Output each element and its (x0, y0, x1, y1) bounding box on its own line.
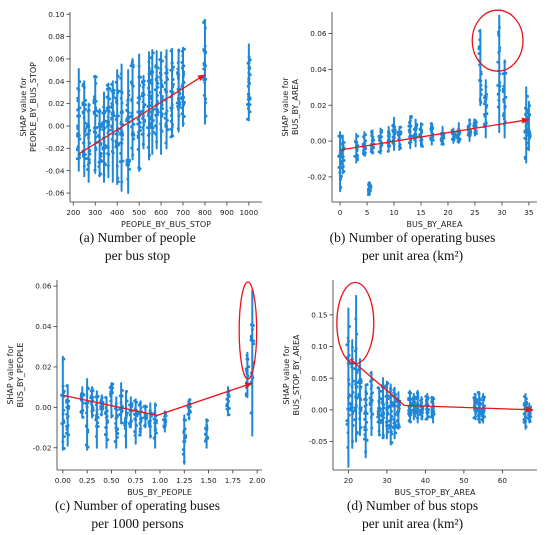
panel-c: 0.00 0.25 0.50 0.75 1.00 1.25 1.50 1.75 2.00 -0.0… (0, 268, 275, 498)
chart-c-ytick-label: -0.02 (33, 443, 52, 452)
chart-b-xtick-label: 35 (524, 208, 533, 217)
caption-c: (c) Number of operating buses per 1000 p… (0, 497, 275, 533)
chart-b-ylabel: SHAP value forBUS_BY_AREA (281, 77, 300, 137)
chart-a-ytick-label: 0.06 (48, 55, 65, 64)
chart-c-trend-arrowhead (244, 382, 253, 389)
chart-a-ytick-label: 0.04 (48, 77, 65, 86)
chart-d-xtick-label: 40 (421, 476, 431, 485)
chart-d-svg: 20 30 40 50 60 -0.05 0.00 0.05 0.10 0.15 BUS_STOP_… (282, 280, 537, 497)
chart-b-ytick-label: 0.00 (310, 137, 327, 146)
chart-c-xtick-label: 0.50 (103, 476, 120, 485)
chart-b-xtick-label: 20 (443, 208, 453, 217)
chart-b-ytick-label: -0.02 (308, 173, 327, 182)
caption-d: (d) Number of bus stops per unit area (k… (275, 497, 550, 533)
chart-c-xtick-label: 1.25 (176, 476, 192, 485)
chart-a-ytick-label: 0.10 (48, 10, 65, 19)
chart-b-xtick-label: 30 (497, 208, 507, 217)
chart-a-ytick-label: -0.06 (46, 189, 65, 198)
chart-d-xtick-label: 20 (344, 476, 354, 485)
chart-a-xtick-label: 600 (154, 208, 168, 217)
caption-d-line2: per unit area (km²) (361, 516, 464, 531)
chart-c-ytick-label: 0.02 (35, 363, 51, 372)
chart-c-xtick-label: 1.00 (152, 476, 169, 485)
chart-c-xtick-label: 2.00 (249, 476, 266, 485)
chart-d-ytick-label: -0.05 (309, 437, 328, 446)
chart-a-xtick-label: 200 (66, 208, 80, 217)
chart-c-ytick-label: 0.04 (35, 322, 52, 331)
chart-d-xtick-label: 50 (459, 476, 469, 485)
chart-b-xtick-label: 15 (416, 208, 425, 217)
chart-a-ytick-label: 0.00 (48, 122, 65, 131)
chart-a-trend-arrowhead (197, 74, 205, 81)
caption-b-line1: (b) Number of operating buses (329, 230, 496, 245)
chart-c-svg: 0.00 0.25 0.50 0.75 1.00 1.25 1.50 1.75 2.00 -0.0… (6, 280, 266, 497)
chart-c-points (60, 289, 256, 465)
chart-a-ytick-label: 0.08 (48, 32, 65, 41)
chart-a-xtick-label: 800 (198, 208, 212, 217)
chart-d-ylabel: SHAP value forBUS_STOP_BY_AREA (282, 334, 301, 416)
chart-a-xtick-label: 700 (176, 208, 190, 217)
chart-a-ylabel: SHAP value forPEOPLE_BY_BUS_STOP (19, 62, 38, 152)
caption-a-line2: per bus stop (104, 248, 171, 263)
chart-a-trend-line (78, 74, 206, 155)
chart-d-ytick-label: 0.05 (311, 374, 327, 383)
chart-d-ytick-label: 0.10 (311, 342, 328, 351)
chart-d-xlabel: BUS_STOP_BY_AREA (394, 488, 476, 497)
chart-b-xtick-label: 5 (365, 208, 370, 217)
chart-b-ytick-label: 0.06 (310, 29, 327, 38)
chart-a-xtick-label: 300 (88, 208, 102, 217)
chart-c-trend-line (62, 382, 253, 417)
chart-a-xtick-label: 500 (132, 208, 146, 217)
chart-b-xtick-label: 0 (338, 208, 343, 217)
chart-a-ytick-label: -0.02 (46, 144, 65, 153)
chart-b-trend-line (339, 118, 530, 151)
chart-c-highlight-ellipse (238, 281, 258, 380)
chart-c-ytick-label: 0.06 (35, 282, 52, 291)
chart-d-xtick-label: 60 (498, 476, 508, 485)
chart-c-xtick-label: 0.75 (128, 476, 144, 485)
caption-a-line1: (a) Number of people (79, 230, 196, 245)
caption-c-line1: (c) Number of operating buses (55, 498, 220, 513)
chart-b-ytick-label: 0.04 (310, 65, 327, 74)
caption-c-line2: per 1000 persons (91, 516, 184, 531)
chart-c-xlabel: BUS_BY_PEOPLE (127, 488, 192, 497)
chart-b-xtick-label: 25 (470, 208, 479, 217)
chart-b-xlabel: BUS_BY_AREA (407, 220, 463, 229)
panel-a: 200 300 400 500 600 700 800 900 1000 -0.06 -0.04 -0… (0, 0, 275, 230)
chart-b-ytick-label: 0.02 (310, 101, 326, 110)
chart-a-points (75, 18, 252, 195)
chart-c-xtick-label: 0.25 (79, 476, 95, 485)
caption-b-line2: per unit area (km²) (361, 248, 464, 263)
caption-d-line1: (d) Number of bus stops (346, 498, 479, 513)
chart-c-xtick-label: 1.75 (225, 476, 241, 485)
chart-d-trend-arrowhead (526, 406, 534, 413)
chart-d-ytick-label: 0.00 (311, 405, 328, 414)
chart-c-ylabel: SHAP value forBUS_BY_PEOPLE (6, 343, 25, 408)
chart-a-ytick-label: -0.04 (46, 166, 65, 175)
chart-b-xtick-label: 10 (389, 208, 399, 217)
chart-d-trend-line (349, 358, 534, 411)
chart-d-xtick-label: 30 (382, 476, 392, 485)
chart-a-xtick-label: 1000 (240, 208, 259, 217)
chart-b-trend-arrowhead (521, 117, 529, 124)
chart-d-ytick-label: 0.15 (311, 310, 327, 319)
chart-a-ytick-label: 0.02 (48, 99, 64, 108)
caption-a: (a) Number of people per bus stop (0, 229, 275, 265)
chart-a-svg: 200 300 400 500 600 700 800 900 1000 -0.06 -0.04 -0… (19, 10, 262, 229)
chart-c-ytick-label: 0.00 (35, 403, 52, 412)
chart-a-xtick-label: 400 (110, 208, 124, 217)
chart-a-xtick-label: 900 (220, 208, 234, 217)
chart-c-xtick-label: 0.00 (55, 476, 72, 485)
chart-b-svg: 0 5 10 15 20 25 30 35 -0.02 0.00 0.02 0.04 0.06 BUS_B… (281, 9, 537, 229)
chart-b-points (337, 14, 532, 196)
panel-d: 20 30 40 50 60 -0.05 0.00 0.05 0.10 0.15 BUS_STOP_… (275, 268, 550, 498)
chart-a-xlabel: PEOPLE_BY_BUS_STOP (121, 220, 211, 229)
panel-b: 0 5 10 15 20 25 30 35 -0.02 0.00 0.02 0.04 0.06 BUS_B… (275, 0, 550, 230)
caption-b: (b) Number of operating buses per unit a… (275, 229, 550, 265)
chart-b-highlight-ellipse (471, 9, 524, 72)
chart-c-xtick-label: 1.50 (200, 476, 217, 485)
